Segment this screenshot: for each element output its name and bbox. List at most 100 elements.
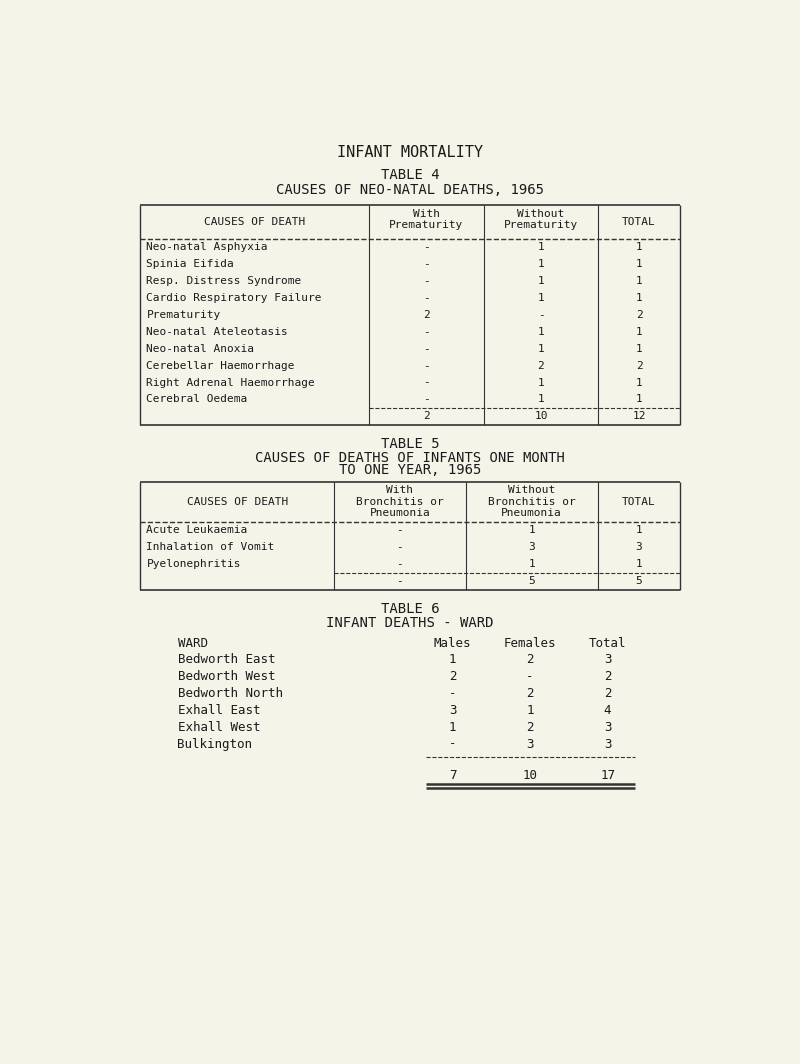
Text: -: - [423,259,430,269]
Text: 10: 10 [534,412,548,421]
Text: -: - [397,577,403,586]
Text: 2: 2 [604,686,611,700]
Text: 1: 1 [538,293,544,303]
Text: 1: 1 [636,395,642,404]
Text: 1: 1 [636,242,642,252]
Text: Total: Total [589,637,626,650]
Text: 1: 1 [636,293,642,303]
Text: Bulkington: Bulkington [178,737,253,750]
Text: TOTAL: TOTAL [622,217,656,227]
Text: 1: 1 [538,327,544,336]
Text: WARD: WARD [178,637,207,650]
Text: 3: 3 [526,737,534,750]
Text: Cerebral Oedema: Cerebral Oedema [146,395,248,404]
Text: -: - [449,686,456,700]
Text: -: - [449,737,456,750]
Text: 2: 2 [526,653,534,666]
Text: 7: 7 [449,769,456,782]
Text: 3: 3 [449,703,456,717]
Text: 1: 1 [449,653,456,666]
Text: 3: 3 [604,653,611,666]
Text: Bedworth West: Bedworth West [178,669,275,683]
Text: 1: 1 [449,720,456,733]
Text: -: - [423,395,430,404]
Text: Cerebellar Haemorrhage: Cerebellar Haemorrhage [146,361,295,370]
Text: 1: 1 [636,344,642,353]
Text: -: - [526,669,534,683]
Text: Without
Bronchitis or
Pneumonia: Without Bronchitis or Pneumonia [488,485,575,518]
Text: Neo-natal Anoxia: Neo-natal Anoxia [146,344,254,353]
Text: TABLE 4: TABLE 4 [381,168,439,182]
Text: 2: 2 [423,412,430,421]
Text: Cardio Respiratory Failure: Cardio Respiratory Failure [146,293,322,303]
Text: -: - [423,378,430,387]
Text: With
Bronchitis or
Pneumonia: With Bronchitis or Pneumonia [356,485,444,518]
Text: Females: Females [504,637,556,650]
Text: Resp. Distress Syndrome: Resp. Distress Syndrome [146,276,302,286]
Text: Males: Males [434,637,471,650]
Text: 1: 1 [538,259,544,269]
Text: Bedworth North: Bedworth North [178,686,282,700]
Text: TABLE 5: TABLE 5 [381,437,439,451]
Text: CAUSES OF DEATH: CAUSES OF DEATH [186,497,288,506]
Text: -: - [423,344,430,353]
Text: INFANT MORTALITY: INFANT MORTALITY [337,145,483,160]
Text: INFANT DEATHS - WARD: INFANT DEATHS - WARD [326,616,494,630]
Text: 1: 1 [538,242,544,252]
Text: -: - [423,276,430,286]
Text: 1: 1 [538,378,544,387]
Text: Spinia Eifida: Spinia Eifida [146,259,234,269]
Text: 1: 1 [538,276,544,286]
Text: 5: 5 [528,577,535,586]
Text: 2: 2 [636,310,642,320]
Text: -: - [423,242,430,252]
Text: CAUSES OF NEO-NATAL DEATHS, 1965: CAUSES OF NEO-NATAL DEATHS, 1965 [276,183,544,197]
Text: 10: 10 [522,769,538,782]
Text: Prematurity: Prematurity [146,310,221,320]
Text: 1: 1 [526,703,534,717]
Text: TABLE 6: TABLE 6 [381,602,439,616]
Text: Neo-natal Asphyxia: Neo-natal Asphyxia [146,242,268,252]
Text: 1: 1 [636,259,642,269]
Text: 1: 1 [636,276,642,286]
Text: 2: 2 [604,669,611,683]
Text: -: - [538,310,544,320]
Text: 1: 1 [528,526,535,535]
Text: With
Prematurity: With Prematurity [389,209,463,230]
Text: 12: 12 [632,412,646,421]
Text: 1: 1 [528,560,535,569]
Text: 2: 2 [526,720,534,733]
Text: -: - [423,293,430,303]
Text: 2: 2 [526,686,534,700]
Text: 4: 4 [604,703,611,717]
Text: 3: 3 [635,543,642,552]
Text: Exhall East: Exhall East [178,703,260,717]
Text: 1: 1 [635,560,642,569]
Text: 2: 2 [636,361,642,370]
Text: -: - [423,361,430,370]
Text: 2: 2 [538,361,544,370]
Text: Right Adrenal Haemorrhage: Right Adrenal Haemorrhage [146,378,315,387]
Text: CAUSES OF DEATH: CAUSES OF DEATH [204,217,306,227]
Text: 1: 1 [538,395,544,404]
Text: 3: 3 [528,543,535,552]
Text: Without
Prematurity: Without Prematurity [504,209,578,230]
Text: -: - [423,327,430,336]
Text: 5: 5 [635,577,642,586]
Text: Inhalation of Vomit: Inhalation of Vomit [146,543,274,552]
Text: TOTAL: TOTAL [622,497,655,506]
Text: 3: 3 [604,720,611,733]
Text: Pyelonephritis: Pyelonephritis [146,560,241,569]
Text: Exhall West: Exhall West [178,720,260,733]
Text: -: - [397,543,403,552]
Text: 1: 1 [636,378,642,387]
Text: 2: 2 [423,310,430,320]
Text: 1: 1 [538,344,544,353]
Text: 17: 17 [600,769,615,782]
Text: -: - [397,560,403,569]
Text: Neo-natal Ateleotasis: Neo-natal Ateleotasis [146,327,288,336]
Text: -: - [397,526,403,535]
Text: Bedworth East: Bedworth East [178,653,275,666]
Text: 3: 3 [604,737,611,750]
Text: 2: 2 [449,669,456,683]
